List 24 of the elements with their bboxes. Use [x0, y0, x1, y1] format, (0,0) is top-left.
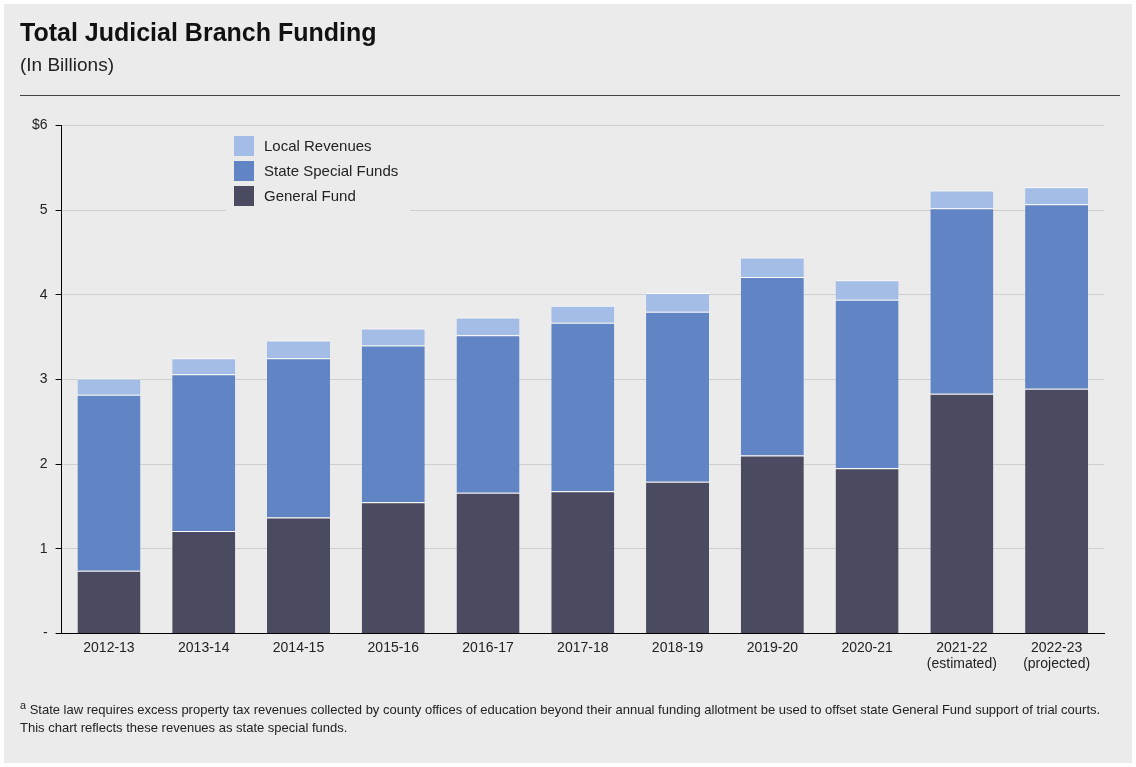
x-tick-label: 2013-14: [178, 638, 230, 655]
x-tick-label: 2019-20: [746, 638, 799, 655]
x-tick-label: 2018-19: [651, 638, 704, 655]
y-tick-label: -: [42, 624, 48, 641]
x-tick-label: 2017-18: [557, 638, 609, 655]
y-tick-label: 3: [39, 370, 48, 387]
y-tick-label: 5: [39, 200, 48, 217]
x-tick-label: 2014-15: [272, 638, 325, 655]
x-tick-label: 2020-21: [841, 638, 893, 655]
x-tick-label: 2016-17: [462, 638, 514, 655]
y-tick-label: 4: [39, 285, 48, 302]
text: $^{a}$ State law requires excess property tax revenues collected by county offices of education beyond their annual funding allotment be used to offset state General Fund support of trial courts. This chart reflects these revenues as state special funds.: [20, 698, 1102, 738]
x-tick-label: 2022-23 (projected): [1023, 638, 1091, 672]
y-tick-label: 2: [39, 454, 48, 471]
x-tick-label: 2012-13: [83, 638, 135, 655]
legend-label: Local Revenues: [263, 136, 373, 156]
chart-subtitle: (In Billions): [20, 54, 114, 76]
legend-label: State Special Funds: [263, 161, 399, 181]
chart-title: Total Judicial Branch Funding: [20, 18, 377, 47]
legend-label: General Fund: [263, 186, 357, 206]
y-tick-label: $6: [31, 116, 48, 133]
x-tick-label: 2021-22 (estimated): [926, 638, 997, 672]
y-tick-label: 1: [39, 539, 48, 556]
x-tick-label: 2015-16: [367, 638, 420, 655]
